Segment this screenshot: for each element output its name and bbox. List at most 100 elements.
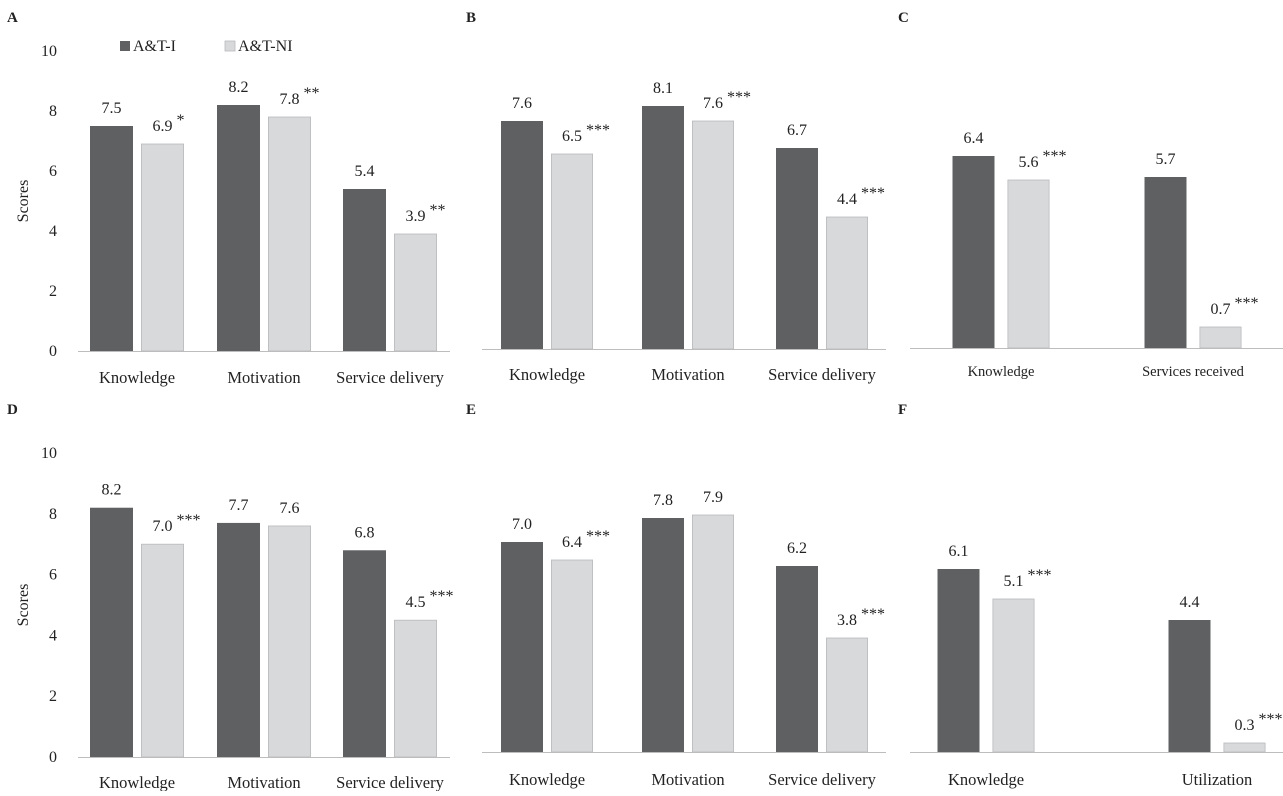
data-label-a-t-i: 5.4	[355, 163, 375, 180]
bar-a-t-ni	[692, 514, 735, 753]
data-label-a-t-ni: 6.5	[562, 128, 582, 145]
data-label-a-t-i: 4.4	[1180, 594, 1200, 611]
data-label-a-t-i: 6.2	[787, 540, 807, 557]
bar-a-t-i	[217, 522, 260, 757]
data-label-a-t-i: 7.0	[512, 516, 532, 533]
panel-letter: B	[466, 10, 476, 26]
x-category-label: Knowledge	[509, 365, 585, 384]
legend: A&T-I A&T-NI	[120, 38, 293, 55]
bar-a-t-i	[1144, 177, 1187, 348]
data-label-a-t-ni: 5.6	[1019, 154, 1039, 171]
y-tick-label: 4	[49, 627, 57, 644]
y-tick-label: 0	[49, 749, 57, 766]
significance-marker: ***	[1028, 567, 1052, 584]
bar-a-t-ni	[1007, 179, 1050, 349]
x-category-label: Utilization	[1182, 770, 1253, 789]
bar-a-t-i	[937, 569, 980, 752]
x-category-label: Knowledge	[99, 773, 175, 791]
bar-a-t-i	[776, 566, 818, 752]
data-label-a-t-i: 6.1	[949, 543, 969, 560]
x-category-label: Motivation	[651, 770, 724, 789]
panel-letter: A	[7, 10, 18, 26]
data-label-a-t-ni: 7.6	[280, 500, 300, 517]
x-category-label: Motivation	[651, 365, 724, 384]
x-category-label: Motivation	[227, 368, 300, 387]
data-label-a-t-ni: 4.5	[406, 594, 426, 611]
panel-letter: E	[466, 402, 476, 418]
bar-a-t-ni	[393, 619, 437, 758]
y-tick-label: 4	[49, 223, 57, 240]
legend-swatch-a-t-i	[120, 41, 130, 51]
y-tick-label: 8	[49, 506, 57, 523]
bar-a-t-i	[642, 518, 684, 752]
significance-marker: *	[177, 112, 185, 129]
data-label-a-t-ni: 3.8	[837, 612, 857, 629]
bar-a-t-ni	[1223, 742, 1266, 753]
bar-a-t-ni	[267, 525, 311, 758]
legend-label-a-t-ni: A&T-NI	[238, 38, 293, 55]
data-label-a-t-ni: 7.6	[703, 95, 723, 112]
legend-label-a-t-i: A&T-I	[133, 38, 176, 55]
bar-a-t-i	[217, 105, 260, 351]
bar-a-t-i	[90, 507, 133, 757]
panel-letter: D	[7, 402, 18, 418]
significance-marker: ***	[177, 512, 201, 529]
data-label-a-t-ni: 5.1	[1004, 573, 1024, 590]
y-tick-label: 2	[49, 688, 57, 705]
data-label-a-t-i: 6.8	[355, 524, 375, 541]
y-tick-label: 6	[49, 163, 57, 180]
x-category-label: Knowledge	[968, 364, 1035, 380]
data-label-a-t-ni: 6.4	[562, 534, 582, 551]
x-category-label: Knowledge	[948, 770, 1024, 789]
bar-a-t-ni	[826, 637, 869, 753]
significance-marker: ***	[861, 606, 885, 623]
bar-a-t-ni	[140, 543, 184, 758]
bar-a-t-i	[952, 156, 995, 348]
x-category-label: Service delivery	[768, 770, 876, 789]
y-axis-label: Scores	[15, 584, 32, 627]
significance-marker: ***	[586, 122, 610, 139]
significance-marker: **	[430, 202, 446, 219]
significance-marker: ***	[1235, 295, 1259, 312]
bar-a-t-ni	[551, 153, 594, 350]
data-label-a-t-i: 7.7	[229, 497, 249, 514]
data-label-a-t-ni: 4.4	[837, 191, 857, 208]
data-label-a-t-i: 8.2	[102, 482, 122, 499]
x-category-label: Services received	[1142, 364, 1245, 380]
data-label-a-t-i: 7.8	[653, 492, 673, 509]
y-tick-label: 6	[49, 567, 57, 584]
panel-letter: F	[898, 402, 907, 418]
significance-marker: ***	[1043, 148, 1067, 165]
significance-marker: ***	[1259, 711, 1283, 728]
data-label-a-t-i: 7.6	[512, 95, 532, 112]
significance-marker: ***	[430, 588, 454, 605]
significance-marker: ***	[727, 89, 751, 106]
bar-a-t-ni	[1199, 326, 1242, 349]
bar-a-t-i	[343, 189, 386, 351]
data-label-a-t-i: 7.5	[102, 100, 122, 117]
bar-a-t-ni	[393, 233, 437, 352]
bar-a-t-i	[642, 106, 684, 349]
data-label-a-t-i: 6.4	[964, 130, 984, 147]
bar-a-t-i	[1168, 620, 1211, 752]
data-label-a-t-ni: 7.0	[153, 518, 173, 535]
bar-a-t-ni	[692, 120, 735, 350]
data-label-a-t-i: 8.1	[653, 80, 673, 97]
significance-marker: ***	[861, 185, 885, 202]
data-label-a-t-ni: 0.3	[1235, 717, 1255, 734]
legend-swatch-a-t-ni	[224, 40, 236, 52]
bar-a-t-ni	[140, 143, 184, 352]
x-category-label: Service delivery	[336, 368, 444, 387]
significance-marker: **	[304, 85, 320, 102]
y-tick-label: 0	[49, 343, 57, 360]
data-label-a-t-ni: 7.8	[280, 91, 300, 108]
data-label-a-t-ni: 0.7	[1211, 301, 1231, 318]
x-category-label: Knowledge	[99, 368, 175, 387]
data-label-a-t-ni: 7.9	[703, 489, 723, 506]
y-axis-label: Scores	[15, 180, 32, 223]
